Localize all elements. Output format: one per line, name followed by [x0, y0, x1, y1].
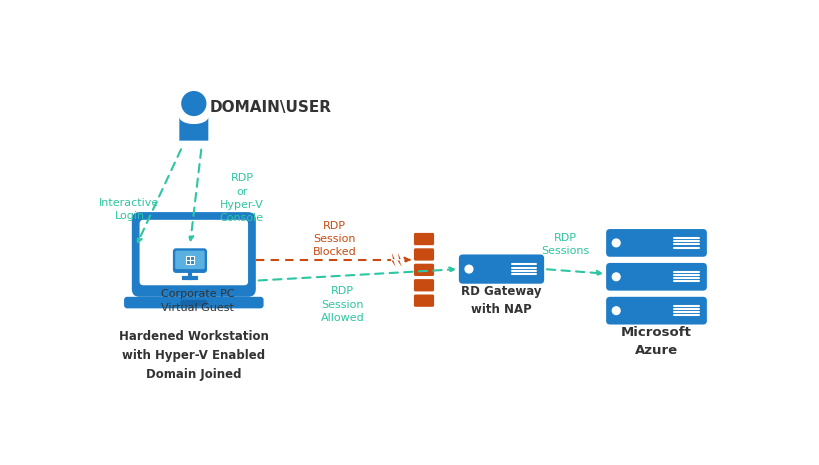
FancyBboxPatch shape — [414, 264, 434, 276]
FancyBboxPatch shape — [139, 220, 248, 285]
Text: RDP
or
Hyper-V
Console: RDP or Hyper-V Console — [219, 173, 264, 223]
FancyBboxPatch shape — [606, 297, 707, 325]
Text: Corporate PC
Virtual Guest: Corporate PC Virtual Guest — [161, 289, 234, 312]
Polygon shape — [391, 253, 396, 267]
FancyBboxPatch shape — [173, 248, 207, 273]
Text: Microsoft
Azure: Microsoft Azure — [621, 326, 692, 357]
FancyBboxPatch shape — [175, 251, 205, 269]
FancyBboxPatch shape — [414, 294, 434, 307]
FancyBboxPatch shape — [414, 233, 434, 245]
FancyBboxPatch shape — [132, 212, 256, 297]
Circle shape — [182, 92, 206, 115]
FancyBboxPatch shape — [414, 248, 434, 260]
FancyBboxPatch shape — [606, 263, 707, 291]
Circle shape — [613, 307, 620, 314]
Polygon shape — [186, 256, 194, 264]
Circle shape — [613, 273, 620, 281]
Polygon shape — [397, 253, 402, 267]
FancyBboxPatch shape — [414, 279, 434, 292]
Polygon shape — [179, 117, 208, 140]
Text: DOMAIN\USER: DOMAIN\USER — [210, 100, 332, 115]
Circle shape — [465, 265, 473, 273]
FancyBboxPatch shape — [124, 297, 264, 308]
Text: Hardened Workstation
with Hyper-V Enabled
Domain Joined: Hardened Workstation with Hyper-V Enable… — [119, 330, 269, 381]
Text: RDP
Session
Allowed: RDP Session Allowed — [321, 286, 364, 323]
Text: RDP
Sessions: RDP Sessions — [541, 233, 589, 256]
FancyBboxPatch shape — [459, 254, 544, 284]
FancyBboxPatch shape — [180, 300, 207, 306]
FancyBboxPatch shape — [606, 229, 707, 257]
Circle shape — [613, 239, 620, 247]
Text: RDP
Session
Blocked: RDP Session Blocked — [313, 221, 357, 257]
Text: RD Gateway
with NAP: RD Gateway with NAP — [461, 285, 541, 316]
Text: Interactive
Login: Interactive Login — [99, 198, 160, 221]
